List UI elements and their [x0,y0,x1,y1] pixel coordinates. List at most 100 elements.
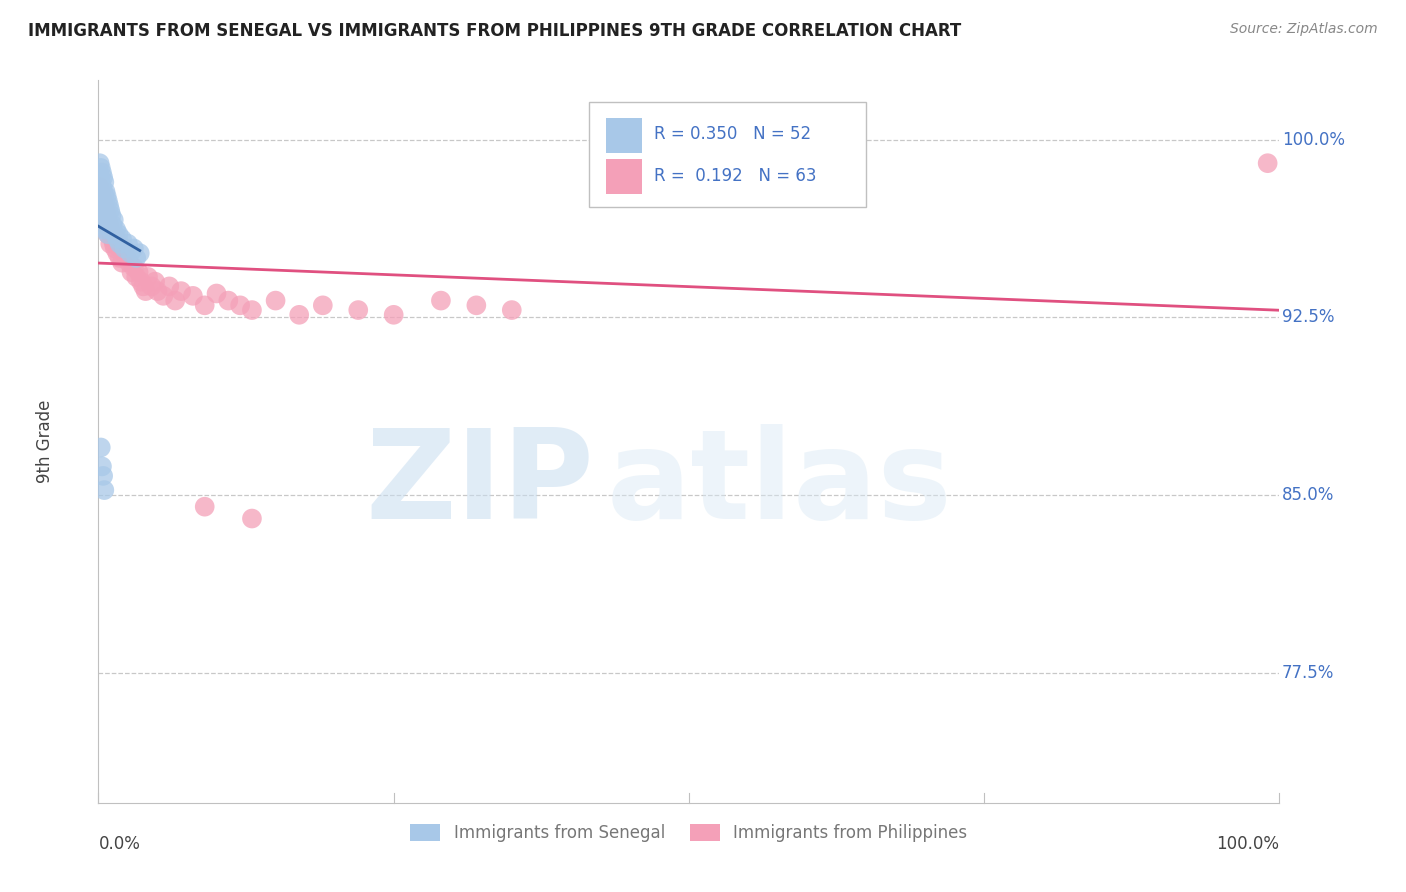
Point [89,156,111,170]
Point [105,232,128,246]
Point [94,185,117,199]
Point [91,170,114,185]
Point [152,289,174,303]
Point [288,308,311,322]
Point [104,242,127,256]
Point [205,286,228,301]
Legend: Immigrants from Senegal, Immigrants from Philippines: Immigrants from Senegal, Immigrants from… [404,817,974,848]
Point [94,213,117,227]
Point [91,218,114,232]
Point [217,293,239,308]
Point [89,180,111,194]
Point [194,500,217,514]
Point [122,260,145,275]
Point [112,246,135,260]
Point [97,213,120,227]
Point [465,298,488,312]
Point [107,227,129,242]
Text: R = 0.350   N = 52: R = 0.350 N = 52 [654,126,811,144]
Point [91,459,114,474]
Point [93,483,115,497]
Point [91,194,114,208]
Point [89,192,111,206]
FancyBboxPatch shape [589,102,866,207]
Point [229,298,252,312]
Point [91,166,114,180]
Point [170,284,193,298]
Point [121,265,143,279]
Point [264,293,287,308]
Point [90,175,112,189]
Point [98,222,121,236]
Point [97,208,120,222]
Point [181,289,204,303]
Point [125,269,148,284]
Text: ZIP: ZIP [366,425,595,545]
Point [122,242,145,256]
Point [97,227,120,242]
Point [101,232,124,246]
Point [93,203,115,218]
Point [91,185,114,199]
Point [91,180,114,194]
Point [90,199,112,213]
Point [103,236,125,251]
Point [103,213,125,227]
Point [111,255,134,269]
Text: 0.0%: 0.0% [98,835,141,854]
Point [93,222,115,236]
Point [93,213,115,227]
Point [128,246,150,260]
Text: 9th Grade: 9th Grade [37,400,55,483]
Point [93,199,115,213]
Text: atlas: atlas [606,425,952,545]
Point [97,227,120,242]
Point [98,222,121,236]
Point [132,279,155,293]
Point [165,293,187,308]
Point [91,203,114,218]
Point [98,199,121,213]
Point [91,208,114,222]
Text: 85.0%: 85.0% [1282,486,1334,504]
Point [117,236,139,251]
Point [382,308,405,322]
Point [90,185,112,199]
Point [157,279,180,293]
Point [89,168,111,182]
Point [96,208,118,222]
Point [94,203,117,218]
Point [135,284,157,298]
Point [347,303,370,318]
Point [125,251,148,265]
Point [312,298,335,312]
Point [240,303,263,318]
Point [118,255,141,269]
Text: 100.0%: 100.0% [1216,835,1279,854]
Point [120,246,142,260]
Point [91,194,114,208]
Point [91,189,114,203]
Point [141,279,163,293]
Point [108,236,131,251]
Point [107,236,129,251]
Text: R =  0.192   N = 63: R = 0.192 N = 63 [654,167,815,185]
Point [90,208,112,222]
Point [93,175,115,189]
Point [100,208,122,222]
Point [89,180,111,194]
Point [90,185,112,199]
Point [146,284,169,298]
Point [129,275,152,289]
Point [98,236,121,251]
Text: IMMIGRANTS FROM SENEGAL VS IMMIGRANTS FROM PHILIPPINES 9TH GRADE CORRELATION CHA: IMMIGRANTS FROM SENEGAL VS IMMIGRANTS FR… [28,22,962,40]
Point [240,511,263,525]
Point [94,199,117,213]
Point [105,246,128,260]
Point [91,199,114,213]
Point [101,218,124,232]
Point [97,194,120,208]
Point [115,251,138,265]
Point [89,192,111,206]
Point [94,218,117,232]
